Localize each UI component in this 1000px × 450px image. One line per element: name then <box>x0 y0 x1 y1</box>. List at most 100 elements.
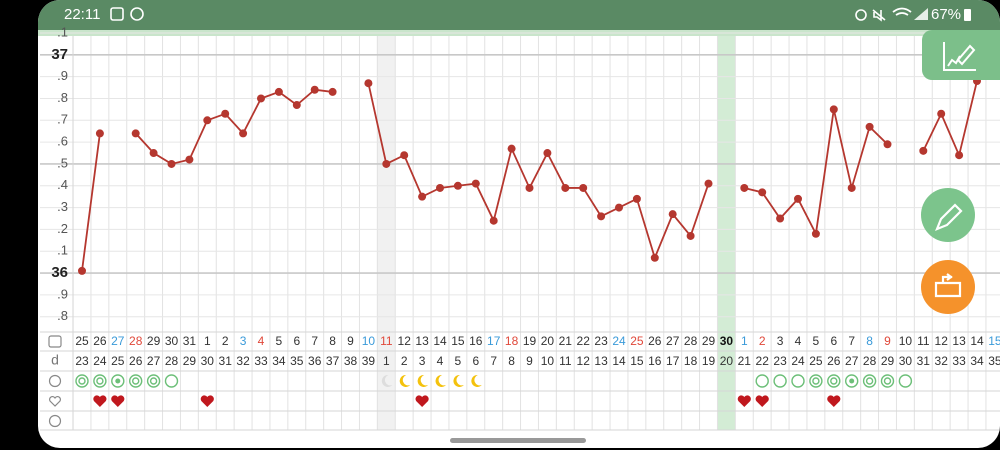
mucus-icon-inner <box>131 377 140 385</box>
date-label: 2 <box>222 334 229 348</box>
cycle-day-label: 30 <box>201 354 215 368</box>
y-tick-label: .3 <box>57 199 68 214</box>
mucus-icon <box>773 374 787 388</box>
date-label: 25 <box>75 334 89 348</box>
temperature-point <box>167 159 176 168</box>
y-tick-label: .5 <box>57 155 68 170</box>
temperature-point <box>632 194 641 203</box>
temperature-point <box>525 183 534 192</box>
date-label: 25 <box>630 334 644 348</box>
temperature-point <box>131 129 140 138</box>
y-tick-label: .8 <box>57 90 68 105</box>
temperature-point <box>78 266 86 275</box>
cycle-day-label: 31 <box>219 354 233 368</box>
date-label: 6 <box>293 334 300 348</box>
temperature-point <box>704 179 713 188</box>
temperature-point <box>615 203 623 212</box>
cycle-day-label: 10 <box>541 354 555 368</box>
date-label: 8 <box>329 334 336 348</box>
intercourse-heart <box>415 395 429 407</box>
period-moon <box>435 374 446 387</box>
plot <box>78 77 981 275</box>
temperature-point <box>597 212 606 221</box>
cycle-day-label: 26 <box>129 354 143 368</box>
date-label: 27 <box>111 334 125 348</box>
y-tick-label: .7 <box>57 112 68 127</box>
date-label: 7 <box>848 334 855 348</box>
cycle-day-label: 28 <box>863 354 877 368</box>
date-label: 6 <box>830 334 837 348</box>
date-label: 18 <box>505 334 519 348</box>
cycle-day-label: 16 <box>648 354 662 368</box>
temperature-point <box>382 159 391 168</box>
cycle-day-label: 19 <box>702 354 716 368</box>
cycle-day-label: 27 <box>845 354 859 368</box>
cycle-day-label: 34 <box>272 354 286 368</box>
temperature-point <box>239 129 248 138</box>
y-tick-label: .2 <box>57 221 68 236</box>
y-tick-label: .1 <box>57 24 68 39</box>
battery-icon <box>964 9 971 21</box>
cycle-day-label: 31 <box>917 354 931 368</box>
temperature-line <box>81 80 978 272</box>
temperature-point <box>471 179 480 188</box>
date-label: 1 <box>741 334 748 348</box>
temperature-point <box>453 181 462 190</box>
temperature-point <box>489 216 498 225</box>
cycle-day-label: 4 <box>437 354 444 368</box>
y-tick-label: .9 <box>57 68 68 83</box>
temperature-point <box>865 122 874 131</box>
date-label: 13 <box>952 334 966 348</box>
intercourse-heart <box>755 395 769 407</box>
temperature-point <box>650 253 659 262</box>
cycle-day-label: 27 <box>147 354 161 368</box>
temperature-point <box>310 85 319 94</box>
period-moon <box>417 374 429 387</box>
edit-temp-button[interactable] <box>921 188 975 242</box>
date-label: 14 <box>970 334 984 348</box>
temperature-point <box>829 105 838 114</box>
date-label: 9 <box>884 334 891 348</box>
mucus-icon-star <box>849 378 855 384</box>
cycle-day-label: 17 <box>666 354 680 368</box>
mucus-icon <box>755 374 769 388</box>
y-tick-label: .4 <box>57 177 68 192</box>
cycle-day-label: 36 <box>308 354 322 368</box>
date-label: 30 <box>720 334 734 348</box>
cycle-day-row-label: d <box>51 352 59 368</box>
date-label: 5 <box>276 334 283 348</box>
cycle-day-label: 23 <box>75 354 89 368</box>
target-icon <box>48 374 62 388</box>
temperature-point <box>561 183 570 192</box>
cycle-day-label: 35 <box>988 354 1000 368</box>
cycle-day-label: 24 <box>93 354 107 368</box>
mucus-icon <box>164 374 179 388</box>
cycle-day-label: 38 <box>344 354 358 368</box>
y-tick-label: .8 <box>57 308 68 323</box>
cycle-day-label: 39 <box>362 354 376 368</box>
date-label: 30 <box>165 334 179 348</box>
temperature-point <box>95 129 104 138</box>
mucus-icon-inner <box>78 377 86 385</box>
cycle-day-label: 8 <box>508 354 515 368</box>
wifi-icon <box>892 7 912 16</box>
cycle-day-label: 14 <box>612 354 626 368</box>
temperature-point <box>543 149 552 158</box>
date-label: 14 <box>433 334 447 348</box>
calendar-icon <box>48 335 62 348</box>
date-label: 28 <box>129 334 143 348</box>
cycle-day-label: 29 <box>881 354 895 368</box>
mucus-icon-inner <box>96 377 104 385</box>
cycle-day-label: 25 <box>809 354 823 368</box>
y-tick-label: 36 <box>51 264 68 281</box>
signal-icon <box>914 8 928 20</box>
cycle-day-label: 33 <box>254 354 268 368</box>
date-label: 16 <box>469 334 483 348</box>
cycle-button[interactable] <box>921 260 975 314</box>
home-indicator <box>450 438 586 443</box>
temperature-point <box>257 94 265 103</box>
date-label: 23 <box>594 334 608 348</box>
temperature-point <box>740 183 749 192</box>
temperature-point <box>203 116 212 125</box>
